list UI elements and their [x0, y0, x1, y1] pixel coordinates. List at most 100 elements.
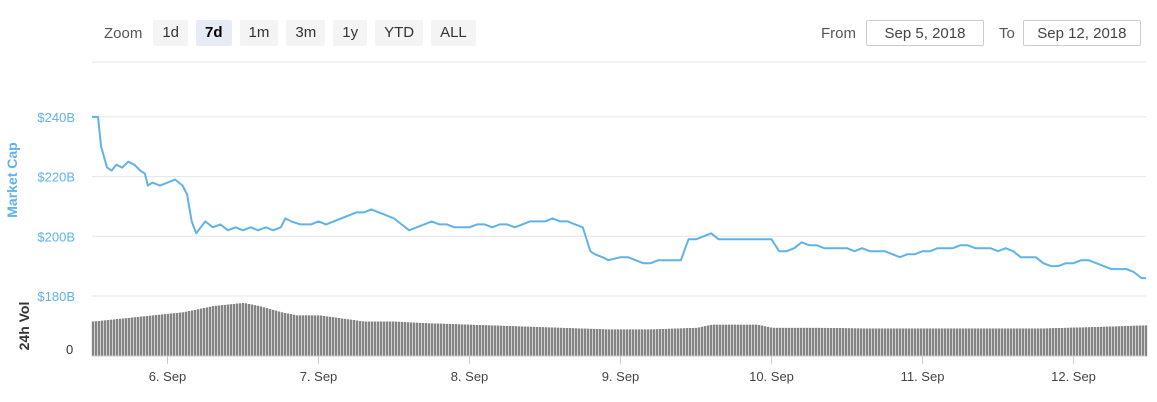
volume-bar — [868, 328, 872, 357]
volume-bar — [532, 326, 536, 357]
volume-bar — [103, 320, 107, 357]
volume-bar — [1000, 328, 1004, 357]
volume-bar — [664, 328, 668, 357]
x-tick-label: 7. Sep — [300, 369, 338, 384]
volume-bar — [1054, 328, 1058, 357]
volume-bar — [1024, 328, 1028, 357]
volume-bar — [160, 314, 164, 357]
volume-bar — [1111, 326, 1115, 357]
volume-bar — [463, 324, 467, 357]
volume-bar — [265, 308, 269, 357]
volume-bar — [355, 320, 359, 357]
volume-bar — [280, 312, 284, 357]
volume-bar — [544, 327, 548, 357]
zoom-button-1d[interactable]: 1d — [153, 20, 189, 46]
y-tick-label: $200B — [37, 229, 75, 244]
volume-bar — [697, 327, 701, 357]
zoom-button-ytd[interactable]: YTD — [375, 20, 424, 46]
volume-bar — [283, 312, 287, 357]
volume-bar — [415, 322, 419, 357]
volume-bar — [922, 328, 926, 357]
volume-bar — [1093, 327, 1097, 357]
volume-bar — [523, 326, 527, 357]
volume-bar — [340, 318, 344, 357]
volume-bar — [202, 308, 206, 357]
volume-bar — [1069, 327, 1073, 357]
volume-bar — [799, 327, 803, 357]
volume-bar — [406, 322, 410, 357]
volume-bar — [979, 328, 983, 357]
volume-bar — [139, 316, 143, 357]
volume-bar — [397, 321, 401, 357]
volume-bar — [565, 328, 569, 357]
volume-bar — [322, 316, 326, 357]
zoom-button-7d[interactable]: 7d — [196, 20, 232, 46]
volume-bar — [934, 328, 938, 357]
volume-bar — [334, 317, 338, 357]
volume-bar — [730, 324, 734, 357]
volume-bar — [1108, 326, 1112, 357]
volume-bar — [901, 328, 905, 357]
volume-bar — [571, 328, 575, 357]
volume-bar — [598, 329, 602, 357]
volume-bar — [652, 329, 656, 357]
volume-bar — [781, 327, 785, 357]
volume-bar — [466, 324, 470, 357]
zoom-button-1y[interactable]: 1y — [333, 20, 368, 46]
volume-bar — [787, 327, 791, 357]
volume-bar — [154, 315, 158, 357]
volume-bar — [1099, 326, 1103, 357]
volume-bar — [1012, 328, 1016, 357]
volume-bar — [817, 327, 821, 357]
to-date-input[interactable]: Sep 12, 2018 — [1022, 20, 1141, 46]
zoom-bar: Zoom 1d 7d 1m 3m 1y YTD ALL — [104, 19, 484, 47]
volume-bar — [94, 321, 98, 357]
volume-bar — [640, 329, 644, 357]
volume-bar — [925, 328, 929, 357]
volume-bar — [496, 325, 500, 357]
x-tick-label: 12. Sep — [1051, 369, 1096, 384]
volume-bar — [253, 305, 257, 357]
volume-bar — [1123, 326, 1127, 357]
volume-bar — [130, 317, 134, 357]
volume-bar — [757, 325, 761, 357]
volume-bar — [367, 321, 371, 357]
y-axis-tick-labels: $180B $200B $220B $240B — [37, 110, 75, 304]
volume-bar — [346, 319, 350, 357]
volume-bar — [976, 328, 980, 357]
volume-bar — [745, 324, 749, 357]
volume-bar — [196, 309, 200, 357]
volume-bar — [739, 324, 743, 357]
volume-bar — [124, 318, 128, 357]
volume-bar — [715, 324, 719, 357]
volume-bar — [469, 324, 473, 357]
volume-bar — [712, 324, 716, 357]
volume-bar — [724, 324, 728, 357]
volume-bar — [1138, 325, 1142, 357]
volume-bar — [823, 327, 827, 357]
volume-bar — [478, 325, 482, 357]
volume-bar — [889, 328, 893, 357]
volume-bar — [487, 325, 491, 357]
volume-bar — [691, 327, 695, 357]
volume-bar — [538, 327, 542, 357]
volume-bar — [655, 329, 659, 357]
zoom-button-1m[interactable]: 1m — [239, 20, 279, 46]
volume-bar — [601, 329, 605, 357]
volume-bar — [109, 319, 113, 357]
volume-bar — [568, 328, 572, 357]
x-tick-label: 9. Sep — [602, 369, 640, 384]
volume-bar — [541, 327, 545, 357]
zoom-button-3m[interactable]: 3m — [286, 20, 326, 46]
zoom-button-all[interactable]: ALL — [431, 20, 476, 46]
volume-bar — [220, 305, 224, 357]
volume-bar — [325, 316, 329, 357]
volume-bar — [613, 329, 617, 357]
from-date-input[interactable]: Sep 5, 2018 — [866, 20, 984, 46]
volume-bar — [457, 324, 461, 357]
volume-bar — [1135, 325, 1139, 357]
volume-bar — [997, 328, 1001, 357]
volume-bar — [952, 328, 956, 357]
volume-bar — [529, 326, 533, 357]
volume-zero-label: 0 — [66, 342, 73, 357]
